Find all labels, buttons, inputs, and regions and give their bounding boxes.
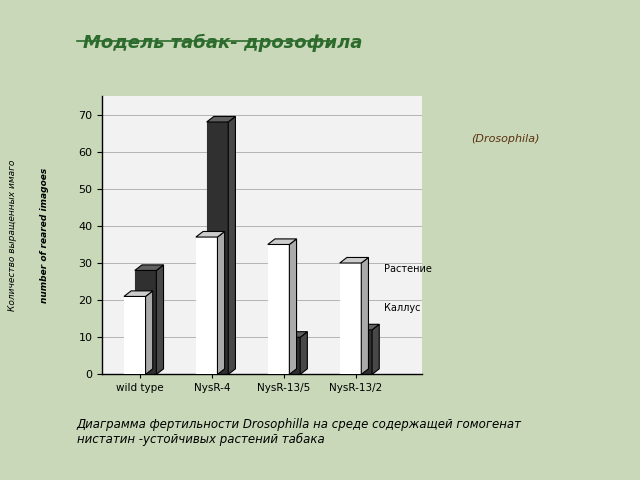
Polygon shape bbox=[340, 257, 369, 263]
Polygon shape bbox=[228, 117, 236, 374]
Bar bbox=[268, 244, 289, 374]
Bar bbox=[124, 297, 145, 374]
Text: Каллус: Каллус bbox=[384, 302, 420, 312]
Polygon shape bbox=[268, 239, 296, 244]
Bar bbox=[351, 330, 372, 374]
Polygon shape bbox=[351, 324, 380, 330]
Polygon shape bbox=[145, 291, 153, 374]
Polygon shape bbox=[372, 324, 380, 374]
Text: Количество выращенных имаго: Количество выращенных имаго bbox=[8, 159, 17, 311]
Bar bbox=[135, 270, 156, 374]
Polygon shape bbox=[135, 265, 164, 270]
Polygon shape bbox=[207, 117, 236, 122]
Bar bbox=[340, 263, 361, 374]
Polygon shape bbox=[289, 239, 296, 374]
Text: Модель табак- дрозофила: Модель табак- дрозофила bbox=[83, 34, 363, 52]
Text: number of reared imagoes: number of reared imagoes bbox=[40, 168, 49, 303]
Text: (Drosophila): (Drosophila) bbox=[471, 134, 540, 144]
Text: Растение: Растение bbox=[384, 264, 432, 274]
Polygon shape bbox=[196, 231, 225, 237]
Bar bbox=[278, 337, 300, 374]
Polygon shape bbox=[218, 231, 225, 374]
Polygon shape bbox=[156, 265, 164, 374]
Polygon shape bbox=[300, 332, 307, 374]
Text: Диаграмма фертильности Drosophilla на среде содержащей гомогенат
нистатин -устой: Диаграмма фертильности Drosophilla на ср… bbox=[77, 418, 522, 446]
Polygon shape bbox=[361, 257, 369, 374]
Polygon shape bbox=[124, 291, 153, 297]
Bar bbox=[207, 122, 228, 374]
Bar bbox=[196, 237, 218, 374]
Polygon shape bbox=[278, 332, 307, 337]
